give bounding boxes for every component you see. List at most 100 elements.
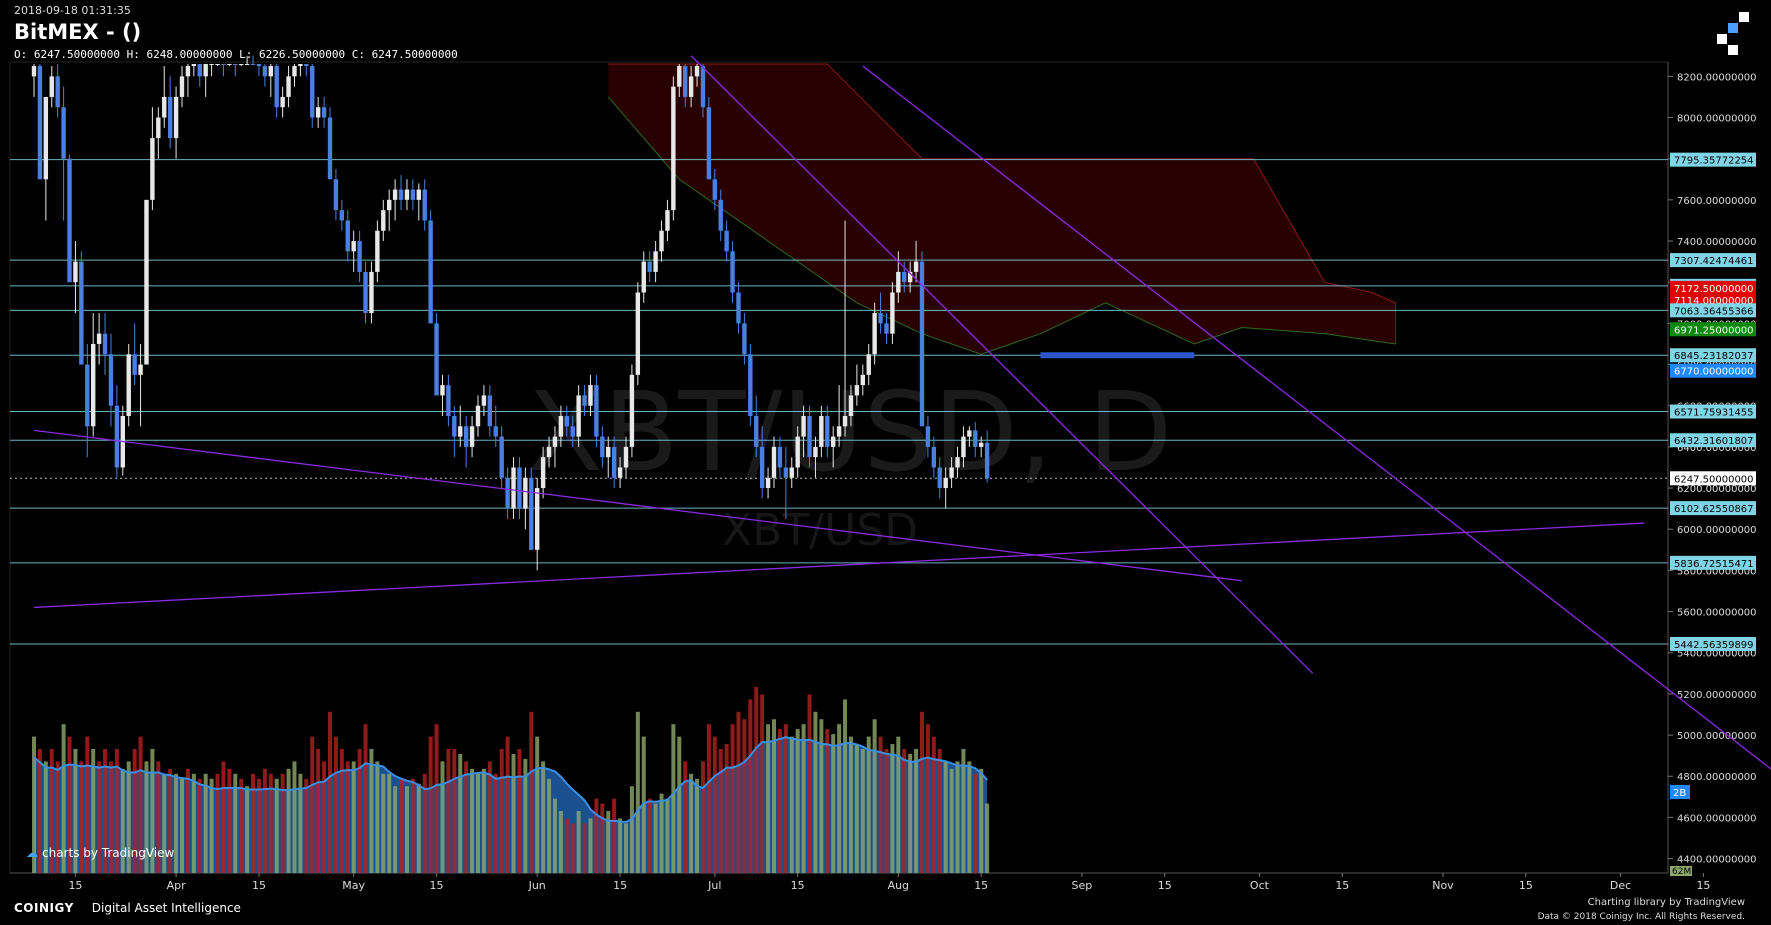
volume-label-box bbox=[1670, 785, 1690, 799]
price-label: 6247.50000000 bbox=[1674, 474, 1754, 485]
volume-bar bbox=[215, 773, 220, 873]
y-tick-label: 5600.00000000 bbox=[1677, 608, 1757, 619]
coinigy-logo-icon bbox=[1717, 12, 1749, 55]
candle-body bbox=[102, 333, 108, 355]
volume-bar bbox=[931, 736, 936, 873]
volume-bar bbox=[807, 694, 812, 873]
volume-bar bbox=[168, 768, 173, 873]
candle-body bbox=[813, 446, 818, 458]
volume-bar bbox=[819, 719, 824, 873]
volume-bar bbox=[197, 778, 202, 873]
volume-bar bbox=[440, 761, 445, 873]
price-label-box bbox=[1670, 363, 1756, 378]
x-tick-label: Jul bbox=[707, 879, 721, 892]
candle-body bbox=[807, 416, 812, 458]
volume-bar bbox=[227, 768, 232, 873]
candle-body bbox=[162, 96, 167, 118]
volume-average-line bbox=[33, 736, 988, 824]
volume-bar bbox=[706, 724, 711, 873]
volume-bar bbox=[191, 773, 196, 873]
volume-bar bbox=[387, 773, 392, 873]
y-tick-label: 6200.00000000 bbox=[1677, 484, 1757, 495]
volume-bar bbox=[961, 749, 966, 873]
x-tick-label: 15 bbox=[974, 879, 988, 892]
volume-bar bbox=[286, 768, 291, 873]
tradingview-badge[interactable]: ☁ charts by TradingView bbox=[26, 846, 174, 860]
candle-body bbox=[185, 66, 191, 77]
candle-body bbox=[694, 66, 700, 77]
x-tick-label: 15 bbox=[1158, 879, 1172, 892]
candle-body bbox=[653, 251, 658, 272]
volume-bar bbox=[511, 753, 516, 873]
candle-body bbox=[564, 416, 569, 427]
volume-bar bbox=[239, 778, 244, 873]
x-tick-label: 15 bbox=[68, 879, 82, 892]
price-label: 6770.00000000 bbox=[1674, 367, 1754, 378]
volume-bar bbox=[399, 778, 404, 873]
volume-bar bbox=[890, 744, 895, 873]
volume-bar bbox=[351, 761, 356, 873]
candle-body bbox=[126, 354, 131, 417]
volume-bar bbox=[588, 818, 593, 873]
candle-body bbox=[949, 467, 954, 478]
candle-body bbox=[256, 64, 262, 67]
candle-body bbox=[381, 210, 386, 231]
x-tick-label: 15 bbox=[613, 879, 627, 892]
volume-bar bbox=[653, 803, 658, 873]
price-label: 7172.50000000 bbox=[1674, 284, 1754, 295]
volume-bar bbox=[493, 773, 498, 873]
candle-body bbox=[919, 261, 925, 427]
candle-body bbox=[274, 66, 279, 108]
volume-bar bbox=[772, 719, 776, 873]
candle-body bbox=[611, 446, 617, 478]
candle-body bbox=[517, 467, 522, 509]
volume-bar bbox=[304, 778, 309, 873]
volume-bar bbox=[120, 768, 125, 873]
candle-body bbox=[647, 261, 652, 272]
candle-body bbox=[392, 189, 398, 200]
tradingview-badge-label: charts by TradingView bbox=[42, 846, 175, 860]
price-label-box bbox=[1670, 501, 1756, 516]
y-tick-label: 8000.00000000 bbox=[1677, 114, 1757, 125]
volume-bar bbox=[363, 724, 368, 873]
candle-body bbox=[913, 261, 919, 272]
ichimoku-cloud bbox=[608, 64, 1396, 355]
volume-bar bbox=[174, 773, 179, 873]
price-label-box bbox=[1670, 348, 1756, 363]
descending-trendline-2 bbox=[690, 55, 1314, 674]
x-tick-label: 15 bbox=[252, 879, 266, 892]
volume-bar bbox=[268, 773, 273, 873]
volume-bar bbox=[943, 761, 948, 873]
y-tick-label: 5200.00000000 bbox=[1677, 690, 1757, 701]
candle-body bbox=[718, 199, 723, 231]
candle-body bbox=[79, 261, 84, 365]
volume-bar bbox=[529, 711, 534, 873]
volume-bar bbox=[624, 823, 628, 873]
x-tick-label: Sep bbox=[1071, 879, 1092, 892]
volume-bar bbox=[547, 778, 552, 873]
candle-body bbox=[375, 230, 380, 272]
x-tick-label: 15 bbox=[1335, 879, 1349, 892]
volume-bar bbox=[689, 773, 694, 873]
candle-body bbox=[671, 86, 676, 211]
candle-body bbox=[31, 66, 37, 77]
y-tick-label: 5400.00000000 bbox=[1677, 649, 1757, 660]
candle-body bbox=[529, 477, 534, 550]
volume-bar bbox=[985, 803, 990, 873]
volume-bar bbox=[328, 711, 332, 873]
volume-bar bbox=[748, 699, 753, 873]
candle-body bbox=[771, 446, 777, 478]
footer-brand: COINIGY Digital Asset Intelligence bbox=[14, 901, 241, 915]
candle-body bbox=[854, 385, 860, 396]
candle-body bbox=[665, 210, 670, 231]
volume-bar bbox=[85, 736, 90, 873]
x-tick-label: Nov bbox=[1432, 879, 1454, 892]
candle-body bbox=[333, 179, 339, 211]
volume-bar bbox=[925, 724, 930, 873]
charting-credit[interactable]: Charting library by TradingView bbox=[1587, 897, 1745, 908]
candle-body bbox=[594, 385, 599, 437]
candle-body bbox=[759, 446, 765, 489]
volume-bar bbox=[920, 711, 924, 873]
candle-body bbox=[138, 364, 143, 375]
